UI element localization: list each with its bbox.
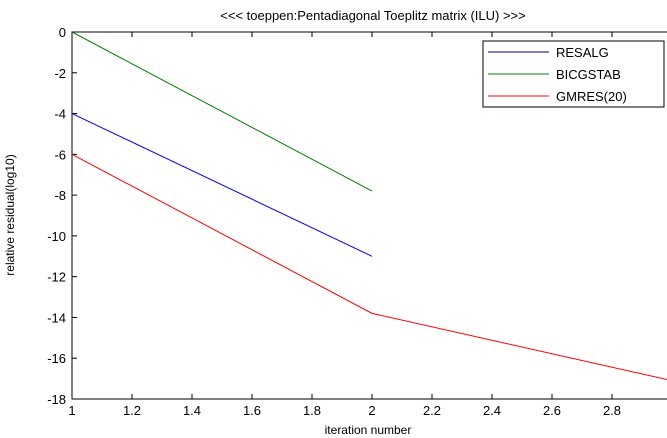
y-tick-label: -12	[47, 270, 66, 285]
x-tick-label: 2	[368, 403, 375, 418]
legend-label: RESALG	[556, 45, 609, 60]
legend-label: GMRES(20)	[556, 89, 627, 104]
y-tick-label: -18	[47, 392, 66, 407]
legend-label: BICGSTAB	[556, 67, 621, 82]
y-tick-label: -2	[54, 66, 66, 81]
chart-title: <<< toeppen:Pentadiagonal Toeplitz matri…	[220, 8, 525, 23]
y-tick-label: -6	[54, 147, 66, 162]
x-tick-label: 1.6	[243, 403, 261, 418]
x-tick-label: 1	[68, 403, 75, 418]
y-tick-label: -8	[54, 188, 66, 203]
series-line-gmres-20	[71, 153, 667, 381]
y-tick-label: 0	[59, 25, 66, 40]
y-axis-label: relative residual(log10)	[3, 154, 17, 275]
series-line-bicgstab	[71, 31, 373, 192]
y-tick-label: -10	[47, 229, 66, 244]
legend: RESALG BICGSTAB GMRES(20)	[482, 40, 665, 108]
y-tick-label: -4	[54, 107, 66, 122]
x-tick-label: 2.4	[483, 403, 501, 418]
x-axis-label: iteration number	[325, 423, 412, 437]
axis-ticks: 11.21.41.61.822.22.42.62.830-2-4-6-8-10-…	[47, 25, 621, 418]
x-tick-label: 1.2	[123, 403, 141, 418]
x-tick-label: 2.2	[423, 403, 441, 418]
x-tick-label: 1.4	[183, 403, 201, 418]
series-lines	[71, 31, 667, 381]
series-line-resalg	[71, 113, 373, 257]
x-tick-label: 1.8	[303, 403, 321, 418]
y-tick-label: -16	[47, 351, 66, 366]
y-tick-label: -14	[47, 310, 66, 325]
x-tick-label: 2.8	[603, 403, 621, 418]
x-tick-label: 2.6	[543, 403, 561, 418]
